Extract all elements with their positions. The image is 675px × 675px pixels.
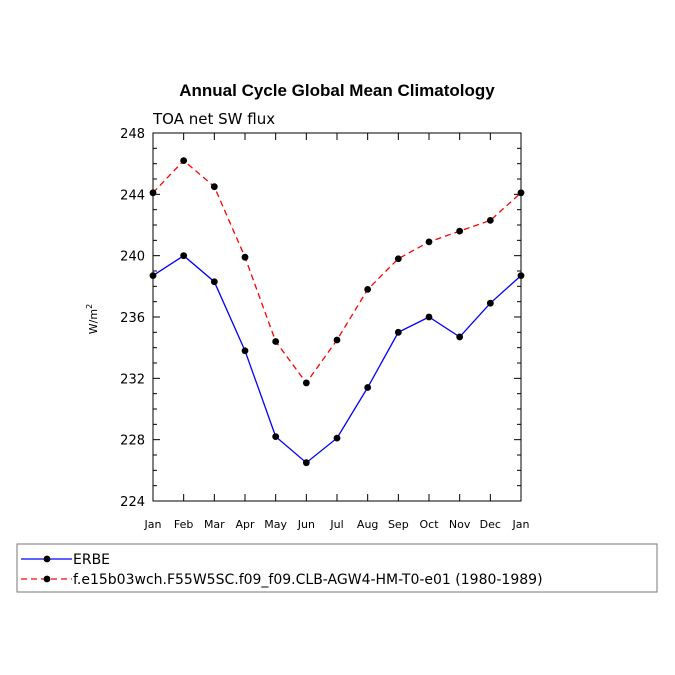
y-tick-label: 240 <box>120 250 145 265</box>
data-point <box>180 157 188 165</box>
data-point <box>272 433 280 440</box>
data-point <box>149 272 157 279</box>
data-point <box>456 333 464 341</box>
data-point <box>302 379 310 387</box>
y-tick-label: 224 <box>120 495 145 510</box>
legend-label: ERBE <box>73 552 110 568</box>
x-tick-label: Jan <box>512 518 530 531</box>
y-axis-label-text: W/m <box>87 309 100 334</box>
x-tick-label: Aug <box>357 518 378 531</box>
y-tick-label: 236 <box>120 311 145 326</box>
data-point <box>517 272 525 279</box>
x-tick-label: Apr <box>235 518 255 531</box>
data-point <box>210 278 218 286</box>
data-point <box>394 328 402 336</box>
data-point <box>456 227 464 235</box>
data-point <box>210 183 218 191</box>
legend-marker <box>43 575 51 583</box>
legend-item-1: ERBE <box>21 552 110 568</box>
data-point <box>302 459 310 467</box>
axes: 224 228 232 236 240 244 248 Jan Feb Mar Apr May Jun J… <box>120 127 529 531</box>
x-tick-label: May <box>264 518 287 531</box>
data-point <box>425 313 433 321</box>
x-tick-label: Jun <box>297 518 315 531</box>
data-point <box>364 286 372 293</box>
legend-label: f.e15b03wch.F55W5SC.f09_f09.CLB-AGW4-HM-… <box>73 572 543 588</box>
y-tick-label: 228 <box>120 434 145 449</box>
data-point <box>333 434 341 442</box>
y-tick-label: 232 <box>120 372 145 387</box>
x-tick-label: Nov <box>449 518 471 531</box>
data-point <box>180 252 188 260</box>
svg-text:W/m2: W/m2 <box>85 304 100 334</box>
data-point <box>149 189 157 197</box>
series-line <box>152 254 522 464</box>
x-tick-label: Dec <box>480 518 501 531</box>
chart-title: Annual Cycle Global Mean Climatology <box>179 81 495 100</box>
y-axis-label: W/m2 <box>85 304 100 334</box>
x-tick-label: Feb <box>174 518 193 531</box>
data-point <box>241 253 249 261</box>
data-point <box>364 384 372 391</box>
legend-item-2: f.e15b03wch.F55W5SC.f09_f09.CLB-AGW4-HM-… <box>21 572 543 588</box>
data-point <box>272 338 280 345</box>
data-point <box>394 255 402 263</box>
x-tick-label: Jul <box>329 518 343 531</box>
series-1 <box>149 252 525 467</box>
series-layer <box>149 157 525 467</box>
legend-marker <box>43 555 51 563</box>
x-tick-label: Oct <box>419 518 439 531</box>
legend-box <box>16 543 658 593</box>
x-tick-label: Sep <box>388 518 409 531</box>
series-line <box>152 159 522 385</box>
data-point <box>425 238 433 246</box>
x-tick-label: Mar <box>204 518 225 531</box>
data-point <box>333 336 341 344</box>
data-point <box>486 299 494 307</box>
legend: ERBE f.e15b03wch.F55W5SC.f09_f09.CLB-AGW4… <box>16 543 658 593</box>
y-tick-label: 244 <box>120 188 145 203</box>
y-axis-label-superscript: 2 <box>85 304 94 309</box>
data-point <box>486 217 494 224</box>
chart-subtitle: TOA net SW flux <box>152 110 275 128</box>
x-tick-label: Jan <box>144 518 162 531</box>
data-point <box>241 347 249 355</box>
series-2 <box>149 157 525 387</box>
plot-frame <box>152 132 522 502</box>
data-point <box>517 189 525 197</box>
y-tick-label: 248 <box>120 127 145 142</box>
